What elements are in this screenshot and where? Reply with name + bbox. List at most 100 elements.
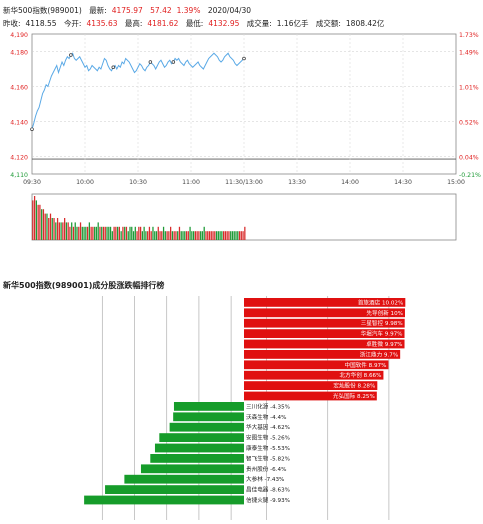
volume-bar [90,226,92,240]
rank-bar-label: 华大基因 -4.62% [246,423,290,431]
volume-bar [49,213,52,240]
volume-bar [62,222,64,240]
volume-bar [164,231,166,240]
volume-bar [175,231,177,240]
rank-bar-label: 智飞生物 -5.82% [246,454,290,462]
x-tick-label: 10:30 [129,179,147,186]
volume-bar [203,226,205,240]
volume-bar [214,231,216,240]
rank-bar [124,474,244,484]
volume-bar [101,226,103,240]
high-label: 最高: [124,19,143,28]
volume-bar [124,226,126,240]
rank-bar-label: 沃森生物 -4.4% [246,413,286,421]
quote-line-1: 新华500指数(989001) 最新: 4175.97 57.42 1.39% 20… [3,5,256,16]
volume-bar [37,204,39,240]
rank-bar [159,433,244,442]
volume-bar [85,226,87,240]
volume-bar [170,226,172,240]
y-tick-label-right: -0.21% [459,172,481,179]
volume-bar [39,204,41,240]
volume-bar [51,218,53,240]
low-label: 最低: [185,19,204,28]
rank-bar [84,495,244,505]
y-tick-label-right: 0.52% [459,120,479,127]
volume-bar [94,226,96,240]
volume-bar [41,209,43,240]
volume-bar [187,231,189,240]
volume-bar [200,231,202,240]
low-value: 4132.95 [208,19,240,28]
volume-bar [74,222,76,240]
rank-bar-label: 浙江鼎力 9.7% [360,350,398,358]
volume-bar [104,226,106,240]
amount-label: 成交额: [315,19,341,28]
volume-bar [117,226,119,240]
volume-bar [171,231,174,240]
volume-bar [69,226,71,240]
price-line [31,52,245,130]
y-tick-label-right: 1.49% [459,50,479,57]
rank-bar-label: 贵州股份 -6.4% [246,465,286,473]
volume-bar [118,226,121,240]
rank-bar-label: 安图生物 -5.26% [246,434,290,442]
volume-bar [55,222,57,240]
volume-bar [150,231,152,240]
y-tick-label-right: 1.01% [459,85,479,92]
volume-bar [134,226,136,240]
volume-bar [205,231,207,240]
rank-bar-label: 三星智控 9.98% [361,319,403,327]
rank-bar [244,370,384,380]
rank-bar-label: 北方华创 8.66% [339,371,381,379]
volume-bar [97,222,99,240]
volume-bar [228,231,230,240]
y-tick-label-left: 4,160 [10,85,28,92]
y-tick-label-left: 4,190 [10,32,28,39]
rank-bar-label: 昌佳电器 -8.63% [246,486,290,494]
volume-bar [178,226,181,240]
volume-bar [159,231,161,240]
volume-frame [31,193,457,241]
volume-chart [31,193,457,241]
volume-bar [60,222,62,240]
rank-bar [244,391,377,401]
rank-bar-label: 卓胜微 9.97% [366,340,402,348]
volume-bar [145,231,147,240]
volume-bar [210,231,212,240]
volume-bar [139,226,142,240]
volume-bar [224,231,227,240]
rank-bar-label: 华堀汽车 9.97% [361,330,403,338]
volume-bar [127,231,129,240]
rank-bar [173,402,244,411]
volume-bar [184,231,186,240]
volume-bar [155,231,158,240]
latest-value: 4175.97 [111,6,143,15]
rank-bar [169,422,244,432]
x-tick-label: 09:30 [23,179,41,186]
volume-bar [231,231,234,240]
rank-bar [244,329,405,338]
volume-bar [67,222,69,240]
volume-bar [212,231,214,240]
volume-bar [125,226,128,240]
volume-bar [86,226,89,240]
volume-bar [92,226,94,240]
volume-bar [46,213,48,240]
rank-bar-label: 中国软件 8.97% [344,361,386,369]
volume-bar [122,226,124,240]
volume-bar [180,231,182,240]
quote-line-2: 昨收: 4118.55 今开: 4135.63 最高: 4181.62 最低: 4132… [3,18,389,29]
volume-bar [208,231,211,240]
volume-bar [108,226,110,240]
amount-value: 1808.42亿 [345,19,385,28]
prev-close: 4118.55 [25,19,57,28]
quote-date: 2020/04/30 [207,6,252,15]
high-value: 4181.62 [147,19,179,28]
volume-bar [95,226,98,240]
rank-bar [150,454,244,463]
x-tick-label: 14:00 [341,179,359,186]
price-marker [171,60,176,64]
x-tick-label: 13:30 [288,179,306,186]
volume-bar [120,231,122,240]
volume-bar [113,226,115,240]
